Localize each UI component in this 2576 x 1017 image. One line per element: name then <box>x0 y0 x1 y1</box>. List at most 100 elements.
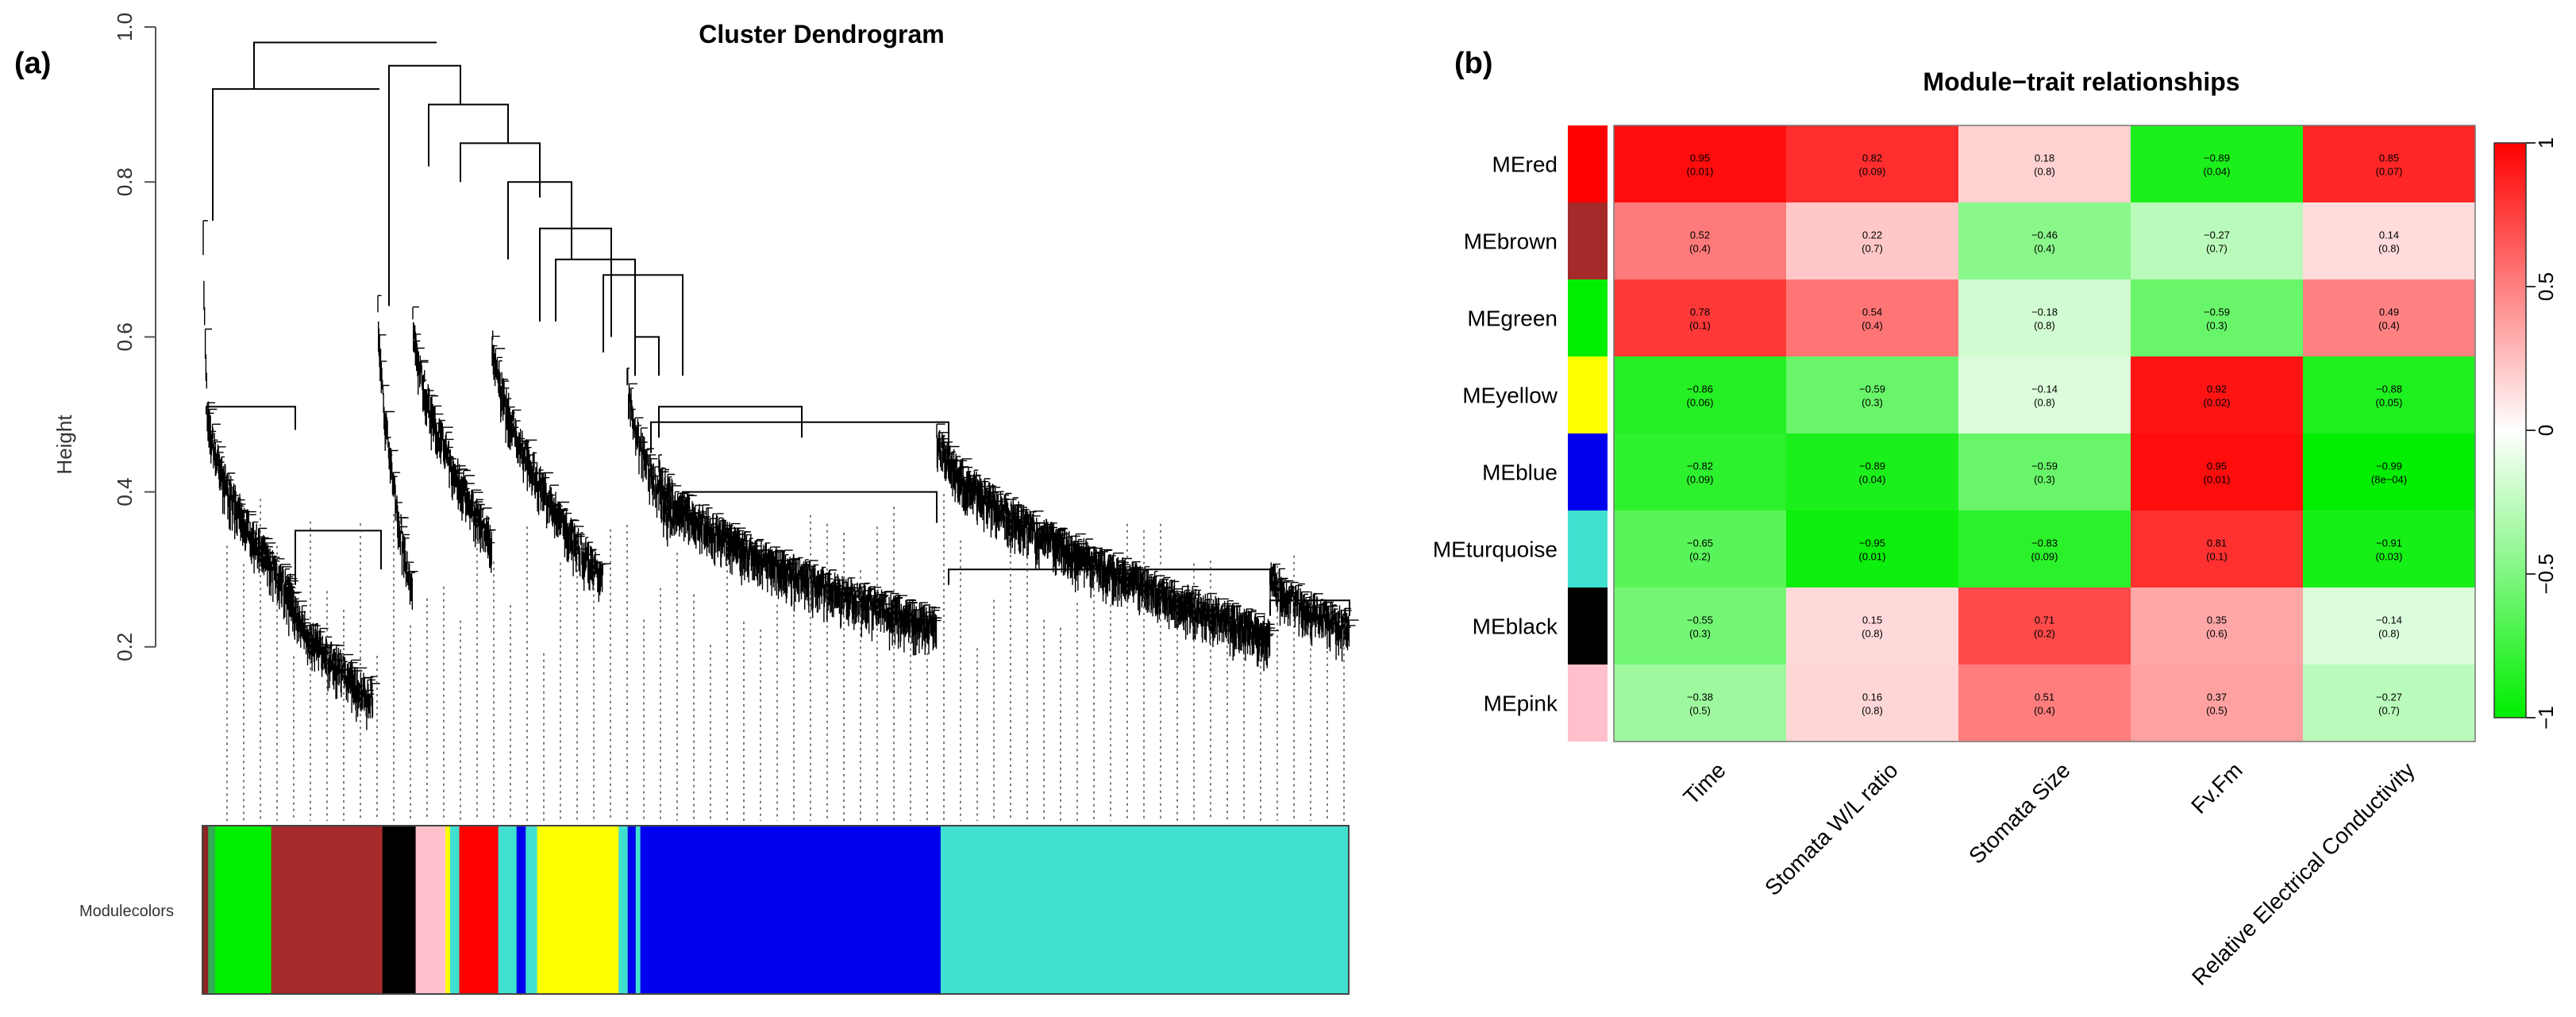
heatmap-cell <box>1786 125 1959 203</box>
heatmap-cell <box>2303 665 2476 742</box>
cell-value: 0.51 <box>2035 691 2054 703</box>
cell-pvalue: (0.09) <box>1687 474 1714 486</box>
dendrogram-merge <box>428 103 509 167</box>
heatmap-cell <box>2131 279 2304 357</box>
cell-pvalue: (0.05) <box>2376 397 2403 409</box>
heatmap-cell <box>1614 279 1787 357</box>
cell-pvalue: (0.8) <box>2034 320 2055 332</box>
leaf-drop-lines <box>226 494 1345 821</box>
cell-pvalue: (0.04) <box>1859 474 1886 486</box>
cell-pvalue: (0.02) <box>2204 397 2231 409</box>
panel-label-a: (a) <box>14 47 51 80</box>
module-color-segment <box>459 826 499 994</box>
legend-tick-label: −1 <box>2534 706 2558 730</box>
cell-value: −0.38 <box>1687 691 1713 703</box>
row-label: MEbrown <box>1464 229 1558 254</box>
legend-tick-label: −0.5 <box>2534 553 2558 594</box>
cell-value: −0.14 <box>2031 383 2058 395</box>
cell-value: 0.49 <box>2379 306 2399 318</box>
module-trait-heatmap: MEred 0.95 (0.01) 0.82 (0.09) 0.18 (0.8) −0.89 (… <box>1433 125 2476 990</box>
cell-pvalue: (0.01) <box>1687 166 1714 178</box>
cell-value: −0.59 <box>2204 306 2230 318</box>
cell-pvalue: (0.09) <box>1859 166 1886 178</box>
row-color-swatch <box>1568 202 1608 279</box>
y-tick-label: 0.4 <box>113 478 137 507</box>
cell-value: 0.37 <box>2207 691 2227 703</box>
heatmap-cell <box>2131 665 2304 742</box>
module-color-segment <box>526 826 538 994</box>
legend-tick-label: 1 <box>2534 137 2558 148</box>
dendrogram-cluster <box>202 220 216 432</box>
heatmap-cell <box>2131 433 2304 511</box>
y-tick-label: 1.0 <box>113 13 137 41</box>
cell-value: 0.18 <box>2035 152 2054 164</box>
module-color-segment <box>635 826 641 994</box>
cell-value: −0.88 <box>2376 383 2402 395</box>
dendrogram-merge <box>650 421 949 453</box>
cell-pvalue: (0.4) <box>2034 243 2055 255</box>
dendrogram-merge <box>539 227 612 337</box>
heatmap-cell <box>2303 433 2476 511</box>
cell-value: −0.14 <box>2376 614 2402 626</box>
cell-pvalue: (0.3) <box>1862 397 1883 409</box>
module-color-segment <box>516 826 526 994</box>
cell-pvalue: (0.2) <box>2034 628 2055 640</box>
heatmap-cell <box>2303 125 2476 203</box>
cell-value: −0.83 <box>2031 537 2058 549</box>
row-color-swatch <box>1568 587 1608 665</box>
cell-pvalue: (0.04) <box>2204 166 2231 178</box>
dendrogram-cluster <box>1269 562 1359 662</box>
cell-value: −0.65 <box>1687 537 1713 549</box>
heatmap-cell <box>1614 433 1787 511</box>
cell-value: 0.95 <box>2207 460 2227 472</box>
module-colors-label: Modulecolors <box>79 903 174 920</box>
heatmap-cell <box>1786 510 1959 588</box>
row-color-swatch <box>1568 510 1608 587</box>
cell-pvalue: (0.01) <box>2204 474 2231 486</box>
row-color-swatch <box>1568 356 1608 433</box>
row-label: MEred <box>1492 152 1558 177</box>
cell-value: −0.89 <box>2204 152 2230 164</box>
cell-value: 0.78 <box>1690 306 1710 318</box>
panel-label-b: (b) <box>1454 47 1493 80</box>
module-color-segment <box>640 826 941 994</box>
heatmap-cell <box>2131 510 2304 588</box>
cell-pvalue: (0.7) <box>2206 243 2228 255</box>
cell-pvalue: (0.4) <box>2378 320 2400 332</box>
cell-pvalue: (0.8) <box>2034 397 2055 409</box>
cell-pvalue: (0.1) <box>2206 551 2228 563</box>
heatmap-cell <box>2303 510 2476 588</box>
row-label: MEturquoise <box>1433 537 1558 562</box>
heatmap-cell <box>2131 202 2304 280</box>
cell-pvalue: (0.8) <box>2034 166 2055 178</box>
cell-value: 0.35 <box>2207 614 2227 626</box>
dendrogram-cluster <box>626 368 680 547</box>
heatmap-cell <box>1958 510 2131 588</box>
cell-value: −0.89 <box>1859 460 1885 472</box>
dendrogram-cluster <box>412 306 496 573</box>
cell-pvalue: (0.4) <box>1862 320 1883 332</box>
row-color-swatch <box>1568 665 1608 742</box>
cell-value: −0.95 <box>1859 537 1885 549</box>
heatmap-cell <box>1786 665 1959 742</box>
module-color-segment <box>202 826 209 994</box>
dendrogram-merge <box>948 568 1271 585</box>
module-color-segment <box>618 826 629 994</box>
cell-value: 0.22 <box>1862 229 1882 241</box>
heatmap-frame <box>1613 125 2476 742</box>
cell-value: −0.59 <box>2031 460 2058 472</box>
cell-pvalue: (0.2) <box>1689 551 1711 563</box>
heatmap-cell <box>1786 587 1959 665</box>
module-colors-bar <box>202 825 1350 995</box>
heatmap-cell <box>1958 356 2131 434</box>
dendrogram-merge <box>603 274 683 376</box>
module-color-segment <box>415 826 446 994</box>
heatmap-cell <box>2303 202 2476 280</box>
heatmap-cell <box>1958 587 2131 665</box>
cell-value: 0.16 <box>1862 691 1882 703</box>
cell-pvalue: (0.03) <box>2376 551 2403 563</box>
cell-value: −0.27 <box>2376 691 2402 703</box>
cell-value: −0.99 <box>2376 460 2402 472</box>
row-label: MEblue <box>1482 460 1558 485</box>
cell-pvalue: (0.5) <box>2206 705 2228 717</box>
